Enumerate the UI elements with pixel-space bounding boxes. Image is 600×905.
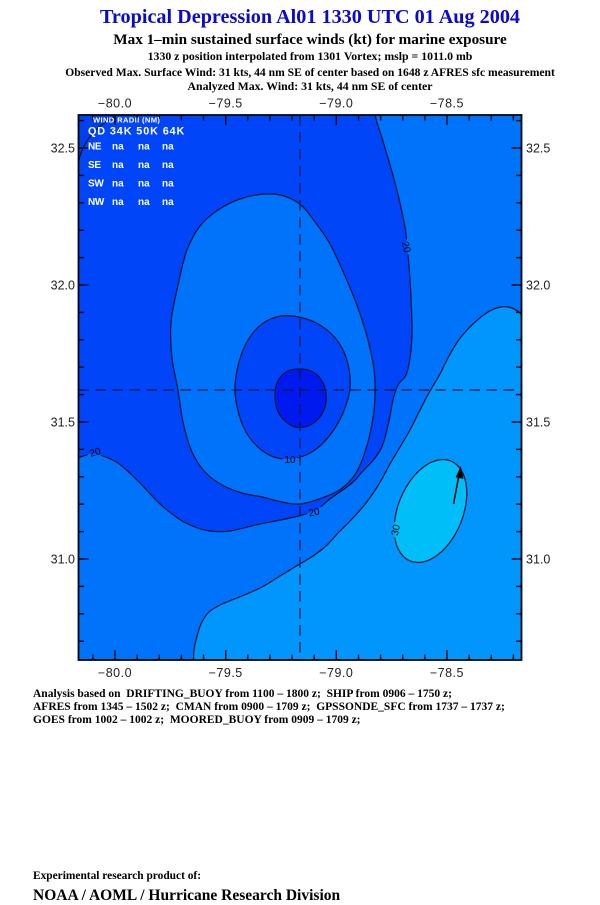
svg-text:na: na xyxy=(112,197,124,208)
svg-text:20: 20 xyxy=(399,241,412,255)
svg-text:na: na xyxy=(112,179,124,190)
svg-text:SW: SW xyxy=(88,179,104,190)
svg-text:na: na xyxy=(162,197,174,208)
svg-text:WIND RADII (NM): WIND RADII (NM) xyxy=(93,116,160,125)
svg-text:NE: NE xyxy=(88,142,102,153)
svg-text:na: na xyxy=(162,160,174,171)
svg-text:na: na xyxy=(112,160,124,171)
svg-text:NW: NW xyxy=(88,197,105,208)
svg-text:−79.5: −79.5 xyxy=(209,666,243,680)
svg-text:−79.0: −79.0 xyxy=(319,666,353,680)
svg-text:−79.0: −79.0 xyxy=(319,97,353,111)
svg-text:SE: SE xyxy=(88,160,101,171)
svg-text:20: 20 xyxy=(88,446,102,460)
svg-text:QD 34K 50K 64K: QD 34K 50K 64K xyxy=(88,126,185,138)
svg-text:10: 10 xyxy=(284,455,296,466)
svg-text:na: na xyxy=(138,160,150,171)
svg-text:31.0: 31.0 xyxy=(526,553,550,567)
svg-text:−78.5: −78.5 xyxy=(430,666,464,680)
svg-text:−80.0: −80.0 xyxy=(98,666,132,680)
svg-text:31.0: 31.0 xyxy=(51,553,75,567)
svg-text:−79.5: −79.5 xyxy=(209,97,243,111)
svg-text:−78.5: −78.5 xyxy=(430,97,464,111)
svg-text:na: na xyxy=(112,142,124,153)
svg-text:20: 20 xyxy=(308,506,322,519)
svg-text:32.0: 32.0 xyxy=(51,279,75,293)
svg-text:na: na xyxy=(138,197,150,208)
svg-text:−80.0: −80.0 xyxy=(98,97,132,111)
svg-text:32.0: 32.0 xyxy=(526,279,550,293)
svg-text:32.5: 32.5 xyxy=(51,142,75,156)
svg-text:na: na xyxy=(138,179,150,190)
svg-text:31.5: 31.5 xyxy=(526,416,550,430)
svg-text:32.5: 32.5 xyxy=(526,142,550,156)
svg-text:na: na xyxy=(162,179,174,190)
svg-text:na: na xyxy=(162,142,174,153)
svg-text:31.5: 31.5 xyxy=(51,416,75,430)
svg-text:na: na xyxy=(138,142,150,153)
svg-text:30: 30 xyxy=(390,523,403,537)
